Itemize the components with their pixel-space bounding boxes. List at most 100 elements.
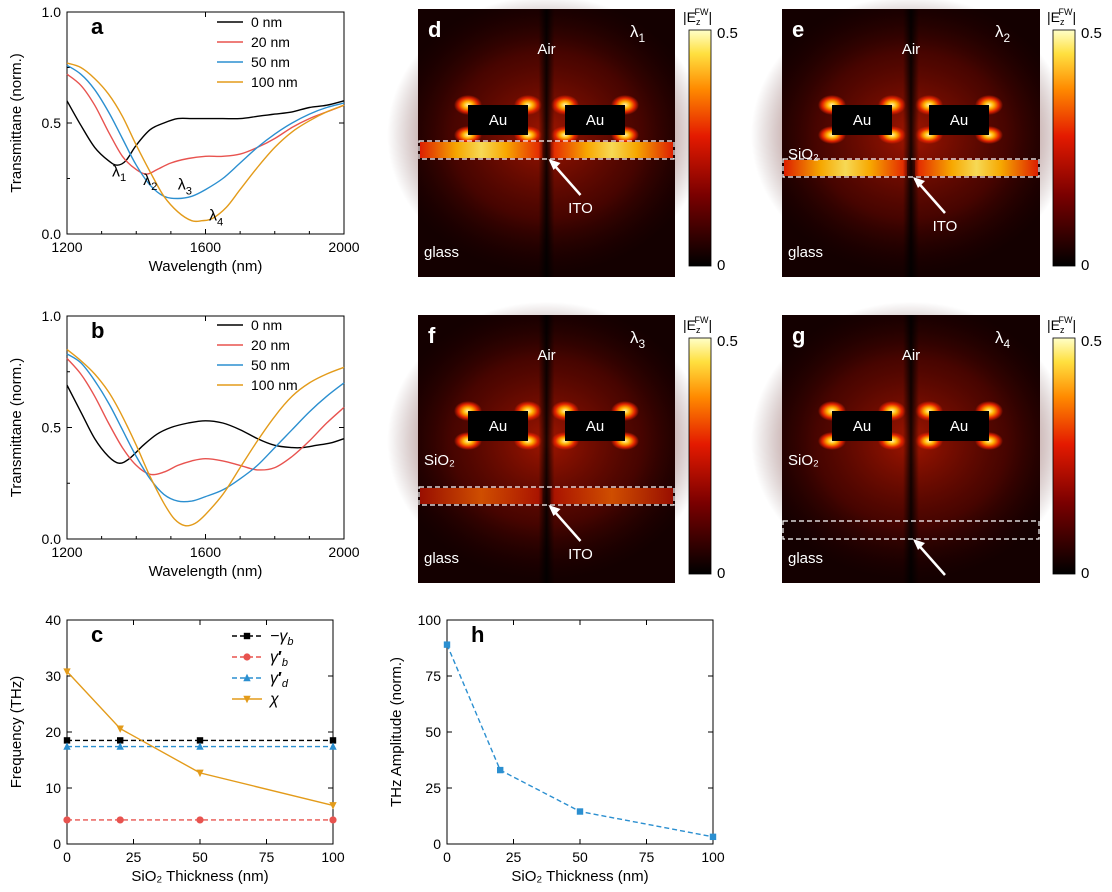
x-tick-label: 2000	[328, 239, 359, 255]
x-tick-label: 100	[321, 849, 345, 865]
center-seam	[538, 315, 555, 583]
colorbar-title-sup: FW	[694, 7, 708, 17]
ito-field-band	[420, 488, 543, 504]
y-tick-label: 0	[433, 836, 441, 852]
data-point	[443, 641, 451, 648]
legend-label: 50 nm	[251, 357, 290, 373]
sio2-label: SiO₂	[424, 452, 455, 469]
colorbar-title-bar: |	[708, 317, 712, 333]
au-block	[832, 105, 892, 135]
y-tick-label: 0.0	[42, 226, 62, 242]
colorbar-title-base: |E	[1047, 9, 1060, 25]
legend-label: χ	[268, 691, 279, 708]
colorbar-title-sub: z	[696, 325, 701, 335]
lambda-label-base: λ	[630, 22, 639, 41]
data-point	[497, 766, 504, 774]
data-point	[116, 816, 124, 824]
chart-panel-c: 0 25 50 75 100 0 10 20 30 40 SiO₂ Thickness (nm) Fr…	[8, 612, 345, 885]
ito-field-band	[784, 160, 907, 176]
data-point	[196, 742, 204, 750]
chart-panel-b: 1200 1600 2000 0.0 0.5 1.0 Wavelength (nm) Tran…	[8, 308, 360, 580]
y-tick-label: 25	[425, 780, 441, 796]
ito-label: ITO	[568, 546, 593, 563]
colorbar-title-bar: |	[1072, 9, 1076, 25]
colorbar-min-label: 0	[1081, 565, 1089, 582]
colorbar-title-sub: z	[696, 17, 701, 27]
legend-label-base: γ	[270, 670, 279, 687]
colorbar-title-base: |E	[683, 317, 696, 333]
lambda-annotation-3: λ3	[178, 177, 192, 198]
data-point	[329, 816, 337, 824]
legend-label: 0 nm	[251, 14, 282, 30]
y-axis-label: Transmittane (norm.)	[8, 358, 25, 497]
colorbar-title-sup: FW	[1058, 315, 1072, 325]
lambda-annotation-4-sub: 4	[217, 216, 223, 228]
ito-label: ITO	[933, 218, 958, 235]
legend-label-base: χ	[268, 691, 279, 708]
plot-frame	[66, 11, 345, 235]
colorbar-min-label: 0	[717, 257, 725, 274]
x-tick-label: 2000	[328, 544, 359, 560]
x-axis-label: SiO₂ Thickness (nm)	[131, 868, 268, 885]
y-axis-label: THz Amplitude (norm.)	[388, 657, 405, 807]
plot-frame	[66, 619, 334, 845]
x-tick-label: 75	[259, 849, 275, 865]
x-tick-label: 1200	[51, 239, 82, 255]
y-tick-label: 30	[45, 668, 61, 684]
series-line-0	[66, 100, 345, 166]
legend-label: 20 nm	[251, 337, 290, 353]
ito-arrow-head	[548, 505, 561, 516]
lambda-label: λ4	[995, 328, 1011, 351]
data-point	[117, 737, 124, 744]
au-label: Au	[586, 112, 604, 129]
y-tick-label: 1.0	[42, 4, 62, 20]
lambda-annotation-2-base: λ	[143, 172, 151, 189]
y-tick-label: 100	[418, 612, 442, 628]
au-block	[565, 411, 625, 441]
lambda-annotation-4-base: λ	[209, 208, 217, 225]
data-point	[196, 737, 204, 744]
legend-label-base: γ	[279, 628, 288, 645]
legend-label-sub: d	[282, 678, 289, 690]
ito-outline	[418, 486, 675, 506]
data-point	[63, 742, 71, 750]
legend-label-prefix: −	[270, 628, 279, 645]
data-point	[196, 769, 204, 778]
colorbar-max-label: 0.5	[1081, 25, 1102, 42]
x-tick-label: 0	[443, 849, 451, 865]
data-point	[709, 833, 717, 841]
legend-label-sub: b	[282, 657, 288, 669]
legend-marker	[243, 673, 251, 682]
ito-outline	[418, 140, 675, 160]
glass-label: glass	[424, 550, 459, 567]
colorbar	[1052, 337, 1076, 575]
ito-label: ITO	[568, 200, 593, 217]
lambda-label-sub: 2	[1004, 31, 1011, 45]
lambda-label-base: λ	[630, 328, 639, 347]
y-tick-label: 0.0	[42, 531, 62, 547]
colorbar	[688, 337, 712, 575]
air-label: Air	[537, 347, 555, 364]
air-label: Air	[902, 347, 920, 364]
colorbar-title-bar: |	[1072, 317, 1076, 333]
x-tick-label: 100	[701, 849, 725, 865]
lambda-label: λ2	[995, 22, 1011, 45]
x-tick-label: 50	[192, 849, 208, 865]
panel-letter: b	[91, 318, 104, 343]
x-tick-label: 1200	[51, 544, 82, 560]
ito-outline	[782, 158, 1040, 178]
colorbar-title: |EzFW|	[1047, 7, 1076, 27]
ito-field-band	[550, 488, 673, 504]
legend-label: 50 nm	[251, 54, 290, 70]
ito-arrow-head	[913, 177, 925, 188]
sio2-label: SiO₂	[788, 452, 819, 469]
x-tick-label: 75	[639, 849, 655, 865]
series-line-0	[446, 644, 714, 838]
y-tick-label: 10	[45, 780, 61, 796]
glass-label: glass	[788, 550, 823, 567]
lambda-annotation-1: λ1	[112, 163, 126, 184]
series-line-2	[66, 64, 345, 200]
lambda-label-sub: 3	[639, 337, 646, 351]
x-tick-label: 50	[572, 849, 588, 865]
